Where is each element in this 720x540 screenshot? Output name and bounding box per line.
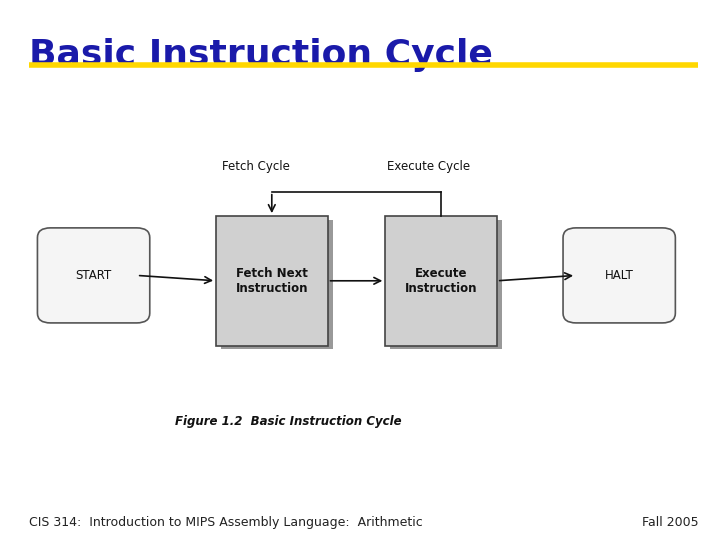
Text: Fall 2005: Fall 2005 <box>642 516 698 529</box>
FancyBboxPatch shape <box>385 216 497 346</box>
Text: HALT: HALT <box>605 269 634 282</box>
Text: Execute Cycle: Execute Cycle <box>387 160 470 173</box>
FancyBboxPatch shape <box>563 228 675 323</box>
FancyBboxPatch shape <box>390 220 502 349</box>
Text: Fetch Cycle: Fetch Cycle <box>222 160 289 173</box>
FancyBboxPatch shape <box>37 228 150 323</box>
Text: Execute
Instruction: Execute Instruction <box>405 267 477 295</box>
Text: Figure 1.2  Basic Instruction Cycle: Figure 1.2 Basic Instruction Cycle <box>175 415 401 428</box>
Text: START: START <box>76 269 112 282</box>
Text: Fetch Next
Instruction: Fetch Next Instruction <box>235 267 308 295</box>
Text: Basic Instruction Cycle: Basic Instruction Cycle <box>29 38 492 72</box>
Text: CIS 314:  Introduction to MIPS Assembly Language:  Arithmetic: CIS 314: Introduction to MIPS Assembly L… <box>29 516 423 529</box>
FancyBboxPatch shape <box>580 241 667 316</box>
FancyBboxPatch shape <box>216 216 328 346</box>
FancyBboxPatch shape <box>55 241 141 316</box>
FancyBboxPatch shape <box>221 220 333 349</box>
